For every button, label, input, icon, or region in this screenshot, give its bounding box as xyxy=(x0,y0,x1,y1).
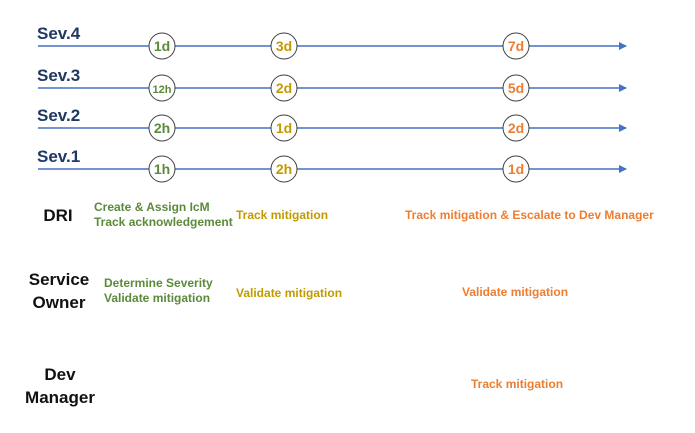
milestone-label: 3d xyxy=(276,38,292,54)
milestone-circle xyxy=(502,32,530,60)
milestone-label: 7d xyxy=(508,38,524,54)
milestone-circle xyxy=(148,74,176,102)
milestone-marker: 2h xyxy=(270,155,298,183)
milestone-circle xyxy=(270,114,298,142)
milestone-circle xyxy=(148,114,176,142)
task-line: Track mitigation xyxy=(236,208,329,222)
role-service-owner-label: Service Owner xyxy=(22,268,96,314)
dev-manager-phase3-task: Track mitigation xyxy=(471,377,563,392)
role-name-line: Dev xyxy=(44,365,76,384)
milestone-circle xyxy=(148,155,176,183)
milestone-label: 2d xyxy=(276,80,292,96)
milestone-marker: 2d xyxy=(502,114,530,142)
milestone-circle xyxy=(148,32,176,60)
milestone-marker: 5d xyxy=(502,74,530,102)
milestone-marker: 2d xyxy=(270,74,298,102)
milestone-label: 1d xyxy=(276,120,292,136)
milestone-circle xyxy=(502,74,530,102)
task-line: Track acknowledgement xyxy=(94,215,233,229)
milestone-marker: 1d xyxy=(502,155,530,183)
milestone-label: 2h xyxy=(154,120,170,136)
milestone-marker: 2h xyxy=(148,114,176,142)
milestone-circle xyxy=(270,74,298,102)
milestone-marker: 12h xyxy=(148,74,176,102)
dri-phase2-task: Track mitigation xyxy=(236,208,328,223)
dri-phase3-task: Track mitigation & Escalate to Dev Manag… xyxy=(405,208,654,223)
milestone-label: 2h xyxy=(276,161,292,177)
milestone-marker: 7d xyxy=(502,32,530,60)
service-owner-phase2-task: Validate mitigation xyxy=(236,286,342,301)
task-line: Validate mitigation xyxy=(236,286,343,300)
milestone-label: 1h xyxy=(154,161,170,177)
sev-3-label: Sev.3 xyxy=(37,66,81,85)
role-name-line: Manager xyxy=(25,388,95,407)
sev-1-label: Sev.1 xyxy=(37,147,81,166)
milestone-label: 12h xyxy=(153,84,172,96)
task-line: Determine Severity xyxy=(104,276,213,290)
task-line: Validate mitigation xyxy=(462,285,569,299)
role-name-line: DRI xyxy=(43,206,73,225)
milestone-label: 5d xyxy=(508,80,524,96)
milestone-circle xyxy=(270,32,298,60)
milestone-label: 1d xyxy=(508,161,524,177)
milestone-circle xyxy=(502,155,530,183)
milestone-marker: 1d xyxy=(148,32,176,60)
task-line: Track mitigation & Escalate to Dev Manag… xyxy=(405,208,654,222)
milestone-label: 1d xyxy=(154,38,170,54)
sev-2-label: Sev.2 xyxy=(37,106,81,125)
service-owner-phase3-task: Validate mitigation xyxy=(462,285,568,300)
dri-phase1-tasks: Create & Assign IcM Track acknowledgemen… xyxy=(94,200,233,230)
role-dev-manager-label: Dev Manager xyxy=(18,363,102,409)
service-owner-phase1-tasks: Determine Severity Validate mitigation xyxy=(104,276,213,306)
milestone-circle xyxy=(502,114,530,142)
task-line: Create & Assign IcM xyxy=(94,200,210,214)
task-line: Track mitigation xyxy=(471,377,564,391)
sev-4-label: Sev.4 xyxy=(37,24,81,43)
milestone-marker: 1h xyxy=(148,155,176,183)
role-name-line: Service xyxy=(28,270,90,289)
role-dri-label: DRI xyxy=(38,204,78,227)
milestone-circle xyxy=(270,155,298,183)
role-name-line: Owner xyxy=(32,293,86,312)
milestone-marker: 1d xyxy=(270,114,298,142)
task-line: Validate mitigation xyxy=(104,291,211,305)
milestone-label: 2d xyxy=(508,120,524,136)
milestone-marker: 3d xyxy=(270,32,298,60)
